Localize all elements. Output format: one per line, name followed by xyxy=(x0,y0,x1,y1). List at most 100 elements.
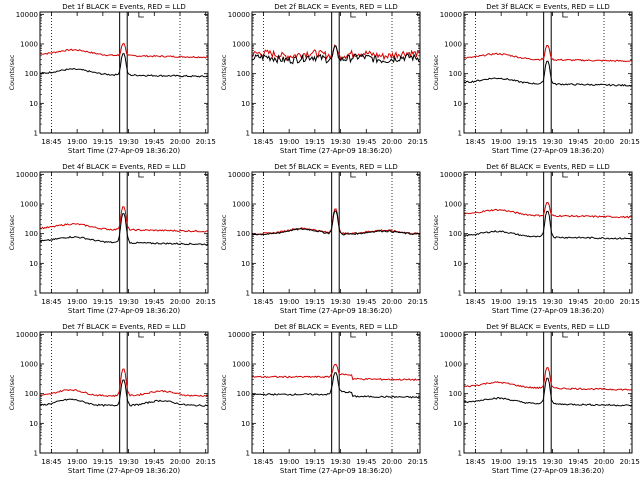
x-tick-label: 19:15 xyxy=(305,458,325,466)
y-tick-label: 10000 xyxy=(228,11,250,19)
plot-frame xyxy=(39,331,209,454)
plot-frame xyxy=(463,11,633,134)
panel-det-4: Det 4f BLACK = Events, RED = LLD 1 10 100 10… xyxy=(8,163,216,315)
marker-box xyxy=(562,172,568,178)
y-tick-label: 100 xyxy=(237,230,250,238)
x-tick-label: 20:15 xyxy=(408,458,428,466)
y-tick-label: 1 xyxy=(34,130,38,138)
x-tick-label: 19:15 xyxy=(305,298,325,306)
y-tick-label: 10000 xyxy=(440,331,462,339)
panel-title: Det 6f BLACK = Events, RED = LLD xyxy=(486,163,609,171)
y-tick-label: 10000 xyxy=(16,11,38,19)
x-axis-label: Start Time (27-Apr-09 18:36:20) xyxy=(68,147,180,155)
x-tick-label: 20:00 xyxy=(594,458,614,466)
panel-det-8: Det 8f BLACK = Events, RED = LLD 1 10 100 10… xyxy=(220,323,428,475)
y-tick-label: 1 xyxy=(246,130,250,138)
panel-title: Det 3f BLACK = Events, RED = LLD xyxy=(486,3,609,11)
y-tick-label: 100 xyxy=(449,390,462,398)
panel-det-6: Det 6f BLACK = Events, RED = LLD 1 10 100 10… xyxy=(432,163,640,315)
panel-det-9: Det 9f BLACK = Events, RED = LLD 1 10 100 10… xyxy=(432,323,640,475)
y-tick-label: 1 xyxy=(246,450,250,458)
y-tick-label: 1 xyxy=(458,290,462,298)
y-tick-label: 1 xyxy=(34,290,38,298)
panel-title: Det 8f BLACK = Events, RED = LLD xyxy=(274,323,397,331)
y-tick-label: 10 xyxy=(29,260,38,268)
y-tick-label: 10000 xyxy=(16,171,38,179)
x-tick-label: 19:00 xyxy=(279,138,299,146)
lld-series-line xyxy=(39,206,209,233)
x-tick-label: 20:00 xyxy=(594,298,614,306)
x-tick-label: 20:15 xyxy=(408,298,428,306)
events-series-line xyxy=(463,60,633,87)
y-tick-label: 1 xyxy=(34,450,38,458)
x-tick-label: 20:00 xyxy=(170,138,190,146)
panel-det-1: Det 1f BLACK = Events, RED = LLD 1 10 100 10… xyxy=(8,3,216,155)
x-tick-label: 19:30 xyxy=(542,458,562,466)
y-tick-label: 10 xyxy=(241,260,250,268)
x-tick-label: 19:00 xyxy=(279,458,299,466)
y-axis-label: Counts/sec xyxy=(432,214,440,250)
x-tick-label: 19:45 xyxy=(356,298,376,306)
x-tick-label: 19:15 xyxy=(517,138,537,146)
x-tick-label: 20:15 xyxy=(196,138,216,146)
y-tick-label: 10000 xyxy=(228,331,250,339)
y-tick-label: 100 xyxy=(237,70,250,78)
x-axis-label: Start Time (27-Apr-09 18:36:20) xyxy=(68,467,180,475)
x-tick-label: 19:15 xyxy=(93,458,113,466)
x-tick-label: 19:45 xyxy=(568,298,588,306)
lld-series-line xyxy=(463,367,633,391)
plot-frame xyxy=(251,331,421,454)
panel-title: Det 1f BLACK = Events, RED = LLD xyxy=(62,3,185,11)
y-tick-label: 10000 xyxy=(228,171,250,179)
events-series-line xyxy=(251,45,421,65)
y-tick-label: 10 xyxy=(453,260,462,268)
y-axis-label: Counts/sec xyxy=(220,374,228,410)
y-tick-label: 10000 xyxy=(16,331,38,339)
marker-box xyxy=(562,332,568,338)
x-tick-label: 20:00 xyxy=(170,298,190,306)
y-axis-label: Counts/sec xyxy=(8,214,16,250)
x-tick-label: 20:15 xyxy=(196,298,216,306)
marker-box xyxy=(138,172,144,178)
y-axis-label: Counts/sec xyxy=(432,54,440,90)
y-tick-label: 10 xyxy=(29,100,38,108)
y-tick-label: 1000 xyxy=(20,41,38,49)
x-tick-label: 18:45 xyxy=(253,138,273,146)
y-tick-label: 100 xyxy=(25,230,38,238)
lld-series-line xyxy=(39,42,209,59)
x-tick-label: 18:45 xyxy=(41,298,61,306)
y-axis-label: Counts/sec xyxy=(8,374,16,410)
x-tick-label: 19:00 xyxy=(67,138,87,146)
x-tick-label: 19:45 xyxy=(144,458,164,466)
x-tick-label: 19:00 xyxy=(67,298,87,306)
x-tick-label: 20:15 xyxy=(620,458,640,466)
x-tick-label: 18:45 xyxy=(465,138,485,146)
events-series-line xyxy=(39,379,209,407)
x-tick-label: 20:00 xyxy=(170,458,190,466)
x-tick-label: 18:45 xyxy=(41,458,61,466)
x-axis-label: Start Time (27-Apr-09 18:36:20) xyxy=(492,307,604,315)
y-tick-label: 1 xyxy=(458,130,462,138)
x-axis-label: Start Time (27-Apr-09 18:36:20) xyxy=(280,147,392,155)
y-tick-label: 10 xyxy=(29,420,38,428)
lld-series-line xyxy=(39,368,209,398)
y-tick-label: 1000 xyxy=(444,361,462,369)
x-axis-label: Start Time (27-Apr-09 18:36:20) xyxy=(492,147,604,155)
y-tick-label: 1000 xyxy=(20,201,38,209)
panel-det-2: Det 2f BLACK = Events, RED = LLD 1 10 100 10… xyxy=(220,3,428,155)
y-tick-label: 1000 xyxy=(232,201,250,209)
y-tick-label: 1000 xyxy=(20,361,38,369)
marker-box xyxy=(138,12,144,18)
plot-frame xyxy=(251,11,421,134)
x-tick-label: 18:45 xyxy=(41,138,61,146)
panel-title: Det 7f BLACK = Events, RED = LLD xyxy=(62,323,185,331)
y-tick-label: 100 xyxy=(237,390,250,398)
x-tick-label: 19:45 xyxy=(568,458,588,466)
x-tick-label: 19:15 xyxy=(517,458,537,466)
events-series-line xyxy=(39,53,208,78)
y-tick-label: 100 xyxy=(449,70,462,78)
lld-series-line xyxy=(463,201,633,219)
y-tick-label: 1000 xyxy=(444,201,462,209)
x-tick-label: 19:45 xyxy=(144,138,164,146)
